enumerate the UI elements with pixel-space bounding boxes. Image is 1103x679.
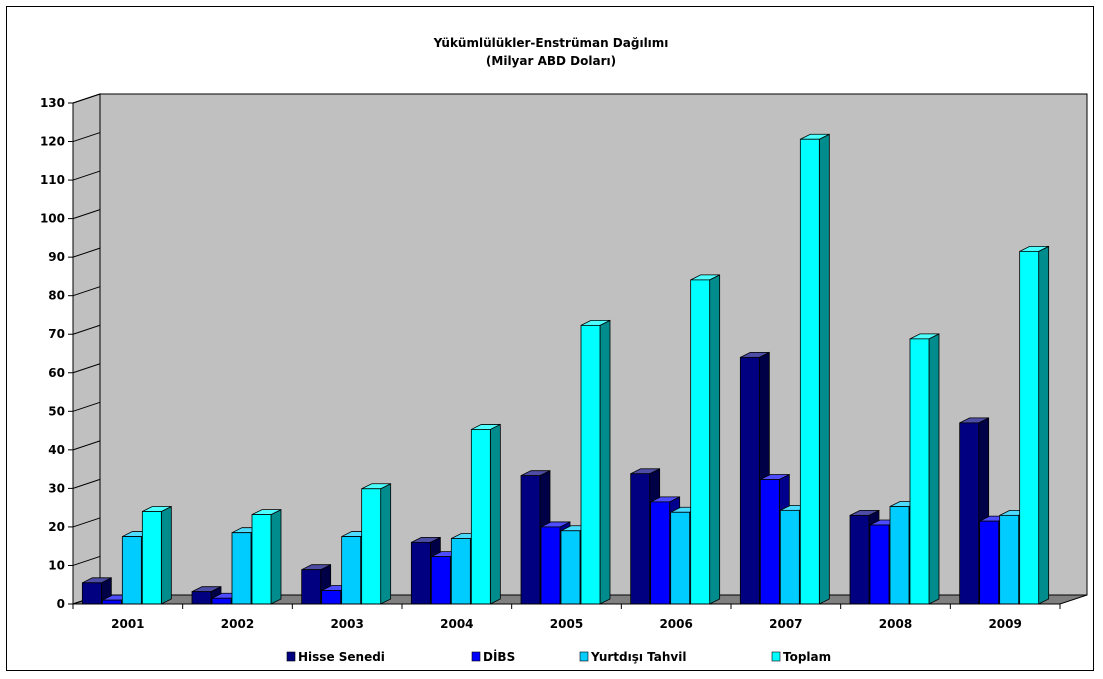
legend-swatch (771, 651, 781, 662)
y-tick-depth (72, 401, 101, 412)
y-tick-depth (72, 478, 101, 489)
side-wall (72, 93, 101, 605)
y-tick-depth (72, 440, 101, 451)
y-tick-label: 40 (48, 443, 65, 457)
legend-label: Toplam (783, 650, 831, 664)
y-tick-depth (72, 132, 101, 143)
legend-swatch (579, 651, 589, 662)
bar-2002-3 (251, 508, 282, 605)
y-tick-label: 80 (48, 289, 65, 303)
legend: Hisse Senedi DİBS Yurtdışı Tahvil Toplam (286, 649, 831, 664)
y-tick-depth (72, 517, 101, 528)
legend-item-1: DİBS (471, 649, 515, 664)
y-tick-label: 20 (48, 520, 65, 534)
bar-2003-3 (361, 483, 392, 605)
y-tick-label: 50 (48, 404, 65, 418)
chart-frame: Yükümlülükler-Enstrüman Dağılımı (Milyar… (6, 6, 1094, 671)
y-tick-label: 10 (48, 558, 65, 572)
y-tick-depth (72, 247, 101, 258)
legend-label: DİBS (483, 649, 515, 664)
y-tick-label: 0 (57, 597, 65, 611)
x-tick-label: 2009 (988, 617, 1021, 631)
legend-item-2: Yurtdışı Tahvil (579, 650, 686, 664)
y-tick-depth (72, 286, 101, 297)
y-tick-depth (72, 555, 101, 566)
y-tick-label: 100 (40, 212, 65, 226)
y-tick-depth (72, 363, 101, 374)
chart-title: Yükümlülükler-Enstrüman Dağılımı (433, 36, 669, 50)
y-tick-label: 110 (40, 173, 65, 187)
legend-label: Hisse Senedi (298, 650, 385, 664)
x-tick-label: 2007 (769, 617, 802, 631)
bar-chart: Yükümlülükler-Enstrüman Dağılımı (Milyar… (40, 36, 1088, 664)
bar-2005-3 (580, 319, 611, 605)
x-tick-label: 2005 (550, 617, 583, 631)
bar-2009-3 (1019, 245, 1050, 605)
bar-2001-3 (141, 505, 172, 605)
chart-subtitle: (Milyar ABD Doları) (486, 54, 616, 68)
y-axis: 0 10 20 30 40 50 60 70 80 90 100 110 120 130 (40, 93, 101, 611)
y-tick-depth (72, 93, 101, 104)
x-tick-label: 2001 (111, 617, 144, 631)
y-tick-label: 130 (40, 96, 65, 110)
x-tick-label: 2002 (221, 617, 254, 631)
x-tick-label: 2003 (330, 617, 363, 631)
bar-2007-3 (799, 133, 830, 605)
legend-swatch (286, 651, 296, 662)
bar-2006-3 (690, 274, 721, 605)
x-tick-label: 2006 (659, 617, 692, 631)
y-tick-label: 90 (48, 250, 65, 264)
legend-label: Yurtdışı Tahvil (590, 650, 686, 664)
y-tick-depth (72, 170, 101, 181)
y-tick-depth (72, 324, 101, 335)
bar-2008-3 (909, 333, 940, 605)
legend-swatch (471, 651, 481, 662)
x-tick-label: 2004 (440, 617, 473, 631)
bars (81, 133, 1050, 605)
y-tick-label: 60 (48, 366, 65, 380)
bar-2004-3 (470, 423, 501, 605)
y-tick-label: 30 (48, 481, 65, 495)
x-tick-label: 2008 (879, 617, 912, 631)
y-tick-depth (72, 209, 101, 220)
y-tick-label: 70 (48, 327, 65, 341)
y-tick-label: 120 (40, 135, 65, 149)
legend-item-3: Toplam (771, 650, 831, 664)
legend-item-0: Hisse Senedi (286, 650, 385, 664)
x-axis: 2001 2002 2003 2004 2005 2006 2007 2008 2009 (72, 603, 1061, 631)
